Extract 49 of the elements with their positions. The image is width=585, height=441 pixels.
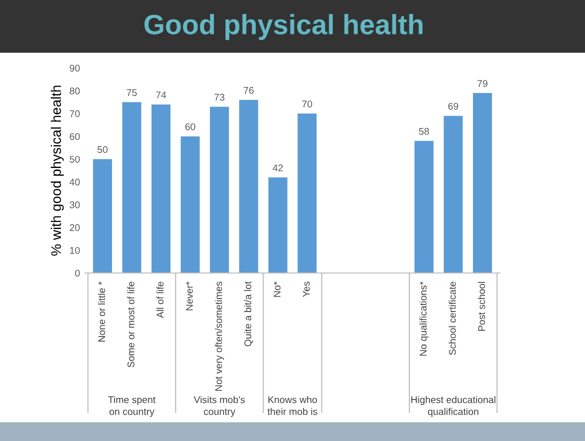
bar — [444, 116, 463, 273]
data-label: 70 — [302, 100, 312, 108]
bar — [122, 102, 142, 273]
bar — [298, 114, 317, 273]
x-tick-label: Never* — [186, 281, 193, 310]
bar — [268, 177, 288, 273]
data-label: 79 — [478, 80, 488, 87]
bar — [180, 136, 200, 273]
y-tick-label: 10 — [70, 246, 80, 254]
text: Highest educational qualification — [411, 396, 496, 417]
y-tick-label: 60 — [70, 133, 80, 140]
text: Time spent on country — [108, 396, 156, 417]
data-label: 74 — [156, 92, 166, 98]
data-label: 42 — [272, 164, 283, 172]
bar — [239, 100, 258, 273]
y-tick-label: 80 — [70, 88, 80, 94]
y-tick-label: 70 — [70, 110, 80, 118]
x-tick-label: No qualifications* — [419, 281, 429, 356]
y-tick-label: 30 — [70, 201, 80, 208]
x-tick-label: All of life — [156, 282, 164, 318]
text: Visits mob's country — [194, 396, 245, 417]
y-axis-title: % with good physical health — [50, 86, 64, 256]
bar — [151, 104, 170, 273]
bar — [210, 106, 229, 273]
data-label: 69 — [448, 102, 458, 110]
bar — [414, 140, 434, 273]
y-tick-label: 20 — [70, 224, 80, 232]
data-label: 75 — [126, 89, 137, 96]
x-tick-label: Some or most of life — [127, 282, 134, 368]
x-tick-label: School certificate — [448, 282, 456, 355]
text: Knows who their mob is — [268, 396, 318, 416]
x-tick-label: Quite a bit/a lot — [244, 281, 254, 346]
data-label: 58 — [418, 128, 429, 135]
y-tick-label: 50 — [70, 156, 80, 163]
x-tick-label: Not very often/sometimes — [214, 282, 224, 391]
x-tick-label: No* — [274, 281, 280, 297]
bar — [472, 93, 492, 273]
bar — [93, 159, 112, 273]
x-tick-label: Yes — [302, 282, 310, 297]
y-tick-label: 40 — [70, 178, 80, 186]
x-tick-label: Post school — [478, 282, 486, 331]
x-tick-label: None or little * — [98, 281, 106, 342]
chart-title: Good physical health — [144, 14, 423, 40]
data-label: 73 — [214, 94, 224, 101]
data-label: 60 — [185, 123, 196, 130]
data-label: 50 — [98, 146, 108, 154]
data-label: 76 — [244, 86, 254, 94]
y-tick-label: 0 — [75, 270, 80, 277]
y-tick-label: 90 — [70, 64, 80, 72]
